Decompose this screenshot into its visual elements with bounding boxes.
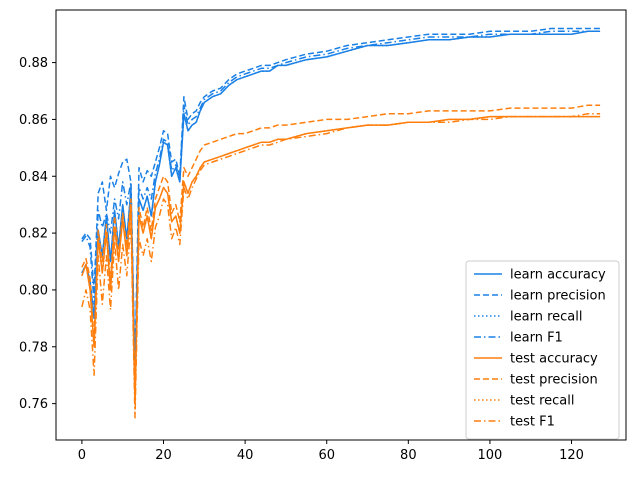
legend-label-learn-accuracy: learn accuracy xyxy=(510,268,606,283)
legend-box xyxy=(465,260,620,440)
y-tick-label: 0.88 xyxy=(19,56,48,71)
series-line-learn-precision xyxy=(81,27,601,368)
legend: learn accuracy learn precision learn recal… xyxy=(465,260,620,440)
series-line-test-f1 xyxy=(81,112,601,419)
y-tick-label: 0.80 xyxy=(19,283,48,298)
legend-label-learn-f1: learn F1 xyxy=(510,331,563,346)
y-tick-label: 0.86 xyxy=(19,113,48,128)
x-tick-label: 20 xyxy=(155,448,172,463)
axes-layer: 0 20 40 60 80 100 120 0.76 0.78 0.80 0.82 0.84 0.86 0… xyxy=(19,9,627,463)
legend-label-test-precision: test precision xyxy=(510,373,598,388)
legend-label-test-recall: test recall xyxy=(510,394,575,409)
x-tick-label: 120 xyxy=(559,448,584,463)
x-tick-label: 40 xyxy=(237,448,254,463)
x-tick-label: 80 xyxy=(400,448,417,463)
axes-frame xyxy=(55,9,627,441)
y-tick-label: 0.82 xyxy=(19,227,48,242)
series-layer xyxy=(81,27,601,419)
x-tick-label: 0 xyxy=(78,448,86,463)
legend-label-learn-recall: learn recall xyxy=(510,310,582,325)
series-line-learn-f1 xyxy=(81,30,601,379)
x-tick-label: 60 xyxy=(318,448,335,463)
x-tick-label: 100 xyxy=(478,448,503,463)
legend-label-test-f1: test F1 xyxy=(510,415,555,430)
y-tick-label: 0.76 xyxy=(19,397,48,412)
series-line-test-precision xyxy=(81,104,601,399)
series-line-learn-recall xyxy=(81,30,601,376)
legend-label-learn-precision: learn precision xyxy=(510,289,606,304)
y-tick-label: 0.78 xyxy=(19,340,48,355)
legend-label-test-accuracy: test accuracy xyxy=(510,352,598,367)
y-tick-label: 0.84 xyxy=(19,170,48,185)
